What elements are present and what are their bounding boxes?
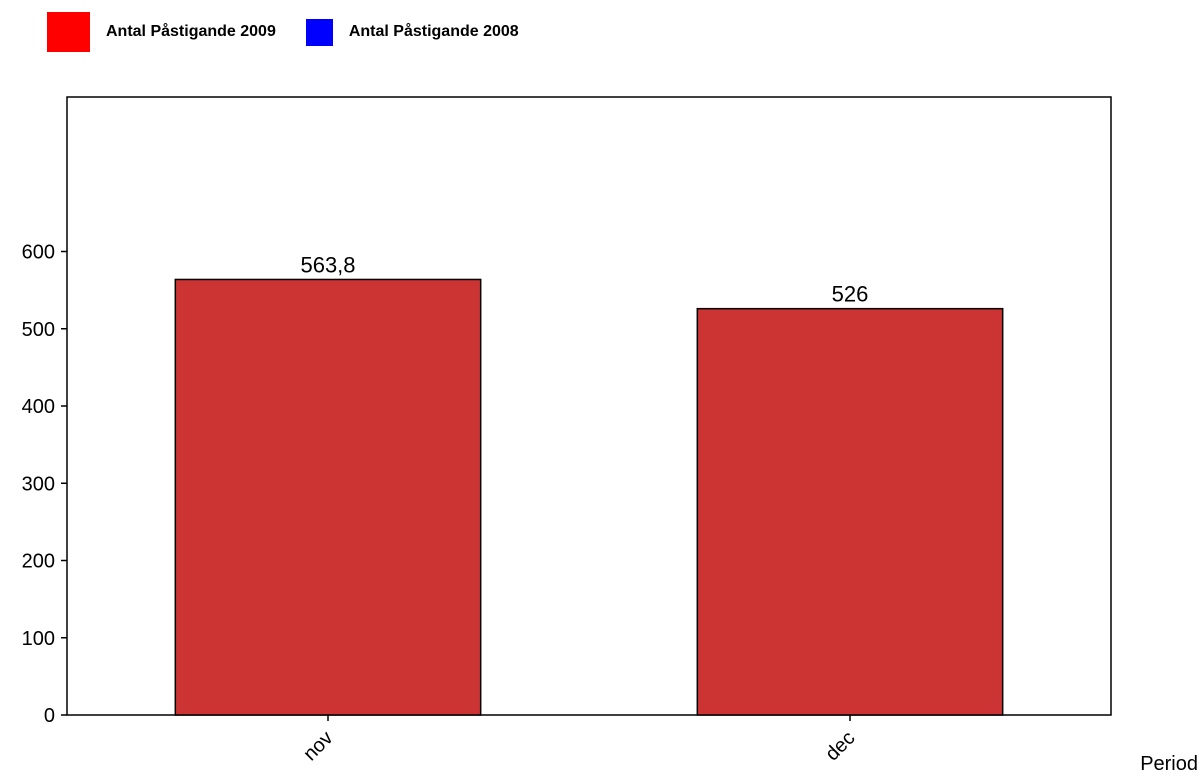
y-tick-label: 0	[44, 705, 55, 727]
y-axis: 0 100 200 300 400 500 600	[22, 242, 67, 727]
y-tick-label: 300	[22, 473, 55, 495]
x-tick-label-nov: nov	[299, 727, 337, 765]
y-tick-label: 200	[22, 551, 55, 573]
legend-swatch-2009	[47, 12, 90, 52]
x-tick-label-dec: dec	[821, 727, 859, 765]
bar-dec	[696, 307, 1004, 716]
x-axis-label: Period	[1140, 753, 1198, 775]
value-label-nov: 563,8	[300, 252, 355, 277]
bars: 563,8 526	[174, 252, 1004, 716]
x-axis: nov dec	[299, 715, 860, 765]
legend-item-2009: Antal Påstigande 2009	[47, 12, 276, 52]
legend-item-2008: Antal Påstigande 2008	[305, 18, 519, 46]
value-label-dec: 526	[832, 282, 869, 307]
y-tick-label: 100	[22, 628, 55, 650]
legend-label-2009: Antal Påstigande 2009	[106, 23, 276, 40]
y-tick-label: 600	[22, 242, 55, 264]
y-tick-label: 500	[22, 319, 55, 341]
legend: Antal Påstigande 2009 Antal Påstigande 2…	[47, 12, 549, 52]
bar-nov	[174, 278, 482, 716]
legend-swatch-2008	[305, 18, 333, 46]
legend-label-2008: Antal Påstigande 2008	[348, 23, 519, 40]
y-tick-label: 400	[22, 396, 55, 418]
